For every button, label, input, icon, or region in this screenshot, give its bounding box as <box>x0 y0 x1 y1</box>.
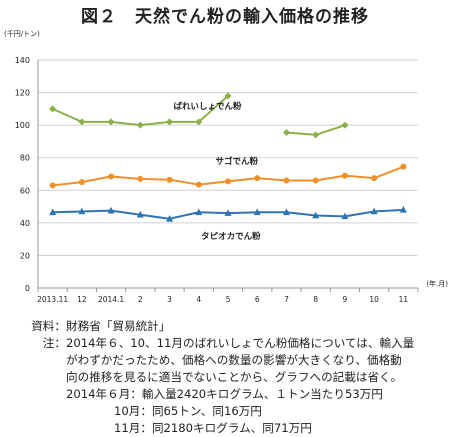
data-point <box>400 163 407 170</box>
y-tick-label: 100 <box>15 121 30 130</box>
series-label: サゴでん粉 <box>216 156 259 167</box>
data-point <box>136 121 144 129</box>
data-point <box>371 175 378 182</box>
data-point <box>225 178 231 185</box>
data-point <box>107 206 115 214</box>
data-point <box>137 175 144 182</box>
data-point <box>108 173 115 180</box>
series-label: タピオカでん粉 <box>201 231 261 242</box>
data-point <box>341 172 348 179</box>
data-point <box>166 118 174 126</box>
source-text: 財務省「貿易統計」 <box>66 319 171 333</box>
data-point <box>399 206 407 213</box>
chart-svg: (千円/トン) (年.月) 0 20 40 60 80 100 120 140 2013.11 12 2… <box>4 29 448 304</box>
data-point <box>195 181 202 188</box>
data-point <box>341 212 349 220</box>
data-point <box>136 210 144 218</box>
data-point <box>370 207 378 215</box>
x-tick-label: 10 <box>369 295 379 304</box>
data-point <box>166 214 174 222</box>
data-point <box>254 175 261 182</box>
detail-line-3: 11月：同2180キログラム、同71万円 <box>114 421 312 435</box>
detail-line-1: 2014年６月：輸入量2420キログラム、１トン当たり53万円 <box>66 387 383 401</box>
data-point <box>78 207 86 215</box>
y-tick-label: 80 <box>20 154 30 163</box>
x-tick-label: 12 <box>77 295 87 304</box>
data-point <box>224 92 232 100</box>
note-continuation: がわずかだったため、価格への数量の影響が大きくなり、価格動 向の推移を見るに適当… <box>8 352 446 437</box>
source-row: 資料： 財務省「貿易統計」 <box>8 318 446 335</box>
x-tick-label: 2013.11 <box>37 295 68 304</box>
y-unit-label: (千円/トン) <box>4 29 40 38</box>
x-tick-label: 8 <box>313 295 318 304</box>
x-tick-label: 7 <box>284 295 289 304</box>
y-tick-label: 40 <box>20 219 30 228</box>
note-line-1: 2014年６、10、11月のばれいしょでん粉価格については、輸入量 <box>66 336 415 350</box>
data-point <box>195 208 203 216</box>
y-tick-label: 60 <box>20 186 30 195</box>
figure-title: 図２ 天然でん粉の輸入価格の推移 <box>81 7 369 27</box>
y-tick-label: 140 <box>15 56 30 65</box>
x-tick-label: 9 <box>343 295 348 304</box>
x-tick-label: 2014.1 <box>98 295 124 304</box>
note-line-2: がわずかだったため、価格への数量の影響が大きくなり、価格動 <box>66 353 402 367</box>
y-tick-label: 20 <box>20 251 30 260</box>
data-point <box>78 118 86 126</box>
data-point <box>49 182 56 189</box>
notes-section: 資料： 財務省「貿易統計」 注： 2014年６、10、11月のばれいしょでん粉価… <box>8 318 446 437</box>
data-point <box>312 177 319 184</box>
x-tick-label: 2 <box>138 295 143 304</box>
x-tick-label: 5 <box>226 295 231 304</box>
data-point <box>312 211 320 219</box>
note-label: 注： <box>42 336 66 350</box>
detail-line-2: 10月：同65トン、同16万円 <box>114 404 262 418</box>
x-unit-label: (年.月) <box>426 279 448 288</box>
data-point <box>49 208 57 216</box>
data-point <box>341 121 349 129</box>
data-point <box>107 118 115 126</box>
data-point <box>166 176 173 183</box>
data-point <box>283 177 290 184</box>
x-tick-label: 4 <box>196 295 201 304</box>
x-tick-label: 6 <box>255 295 260 304</box>
series-label: ばれいしょでん粉 <box>174 101 243 112</box>
x-tick-label: 3 <box>167 295 172 304</box>
data-point <box>282 128 290 136</box>
y-tick-label: 120 <box>15 89 30 98</box>
data-point <box>253 208 261 216</box>
data-point <box>78 179 85 186</box>
data-point <box>195 118 203 126</box>
note-row: 注： 2014年６、10、11月のばれいしょでん粉価格については、輸入量 <box>8 335 446 352</box>
line-chart: (千円/トン) (年.月) 0 20 40 60 80 100 120 140 2013.11 12 2… <box>0 28 450 310</box>
note-line-3: 向の推移を見るに適当でないことから、グラフへの記載は省く。 <box>66 370 403 384</box>
x-tick-label: 11 <box>399 295 409 304</box>
data-point <box>224 209 232 216</box>
data-point <box>49 105 57 113</box>
source-label: 資料： <box>31 319 66 333</box>
data-point <box>312 131 320 139</box>
data-point <box>282 208 290 216</box>
y-tick-label: 0 <box>25 284 30 293</box>
